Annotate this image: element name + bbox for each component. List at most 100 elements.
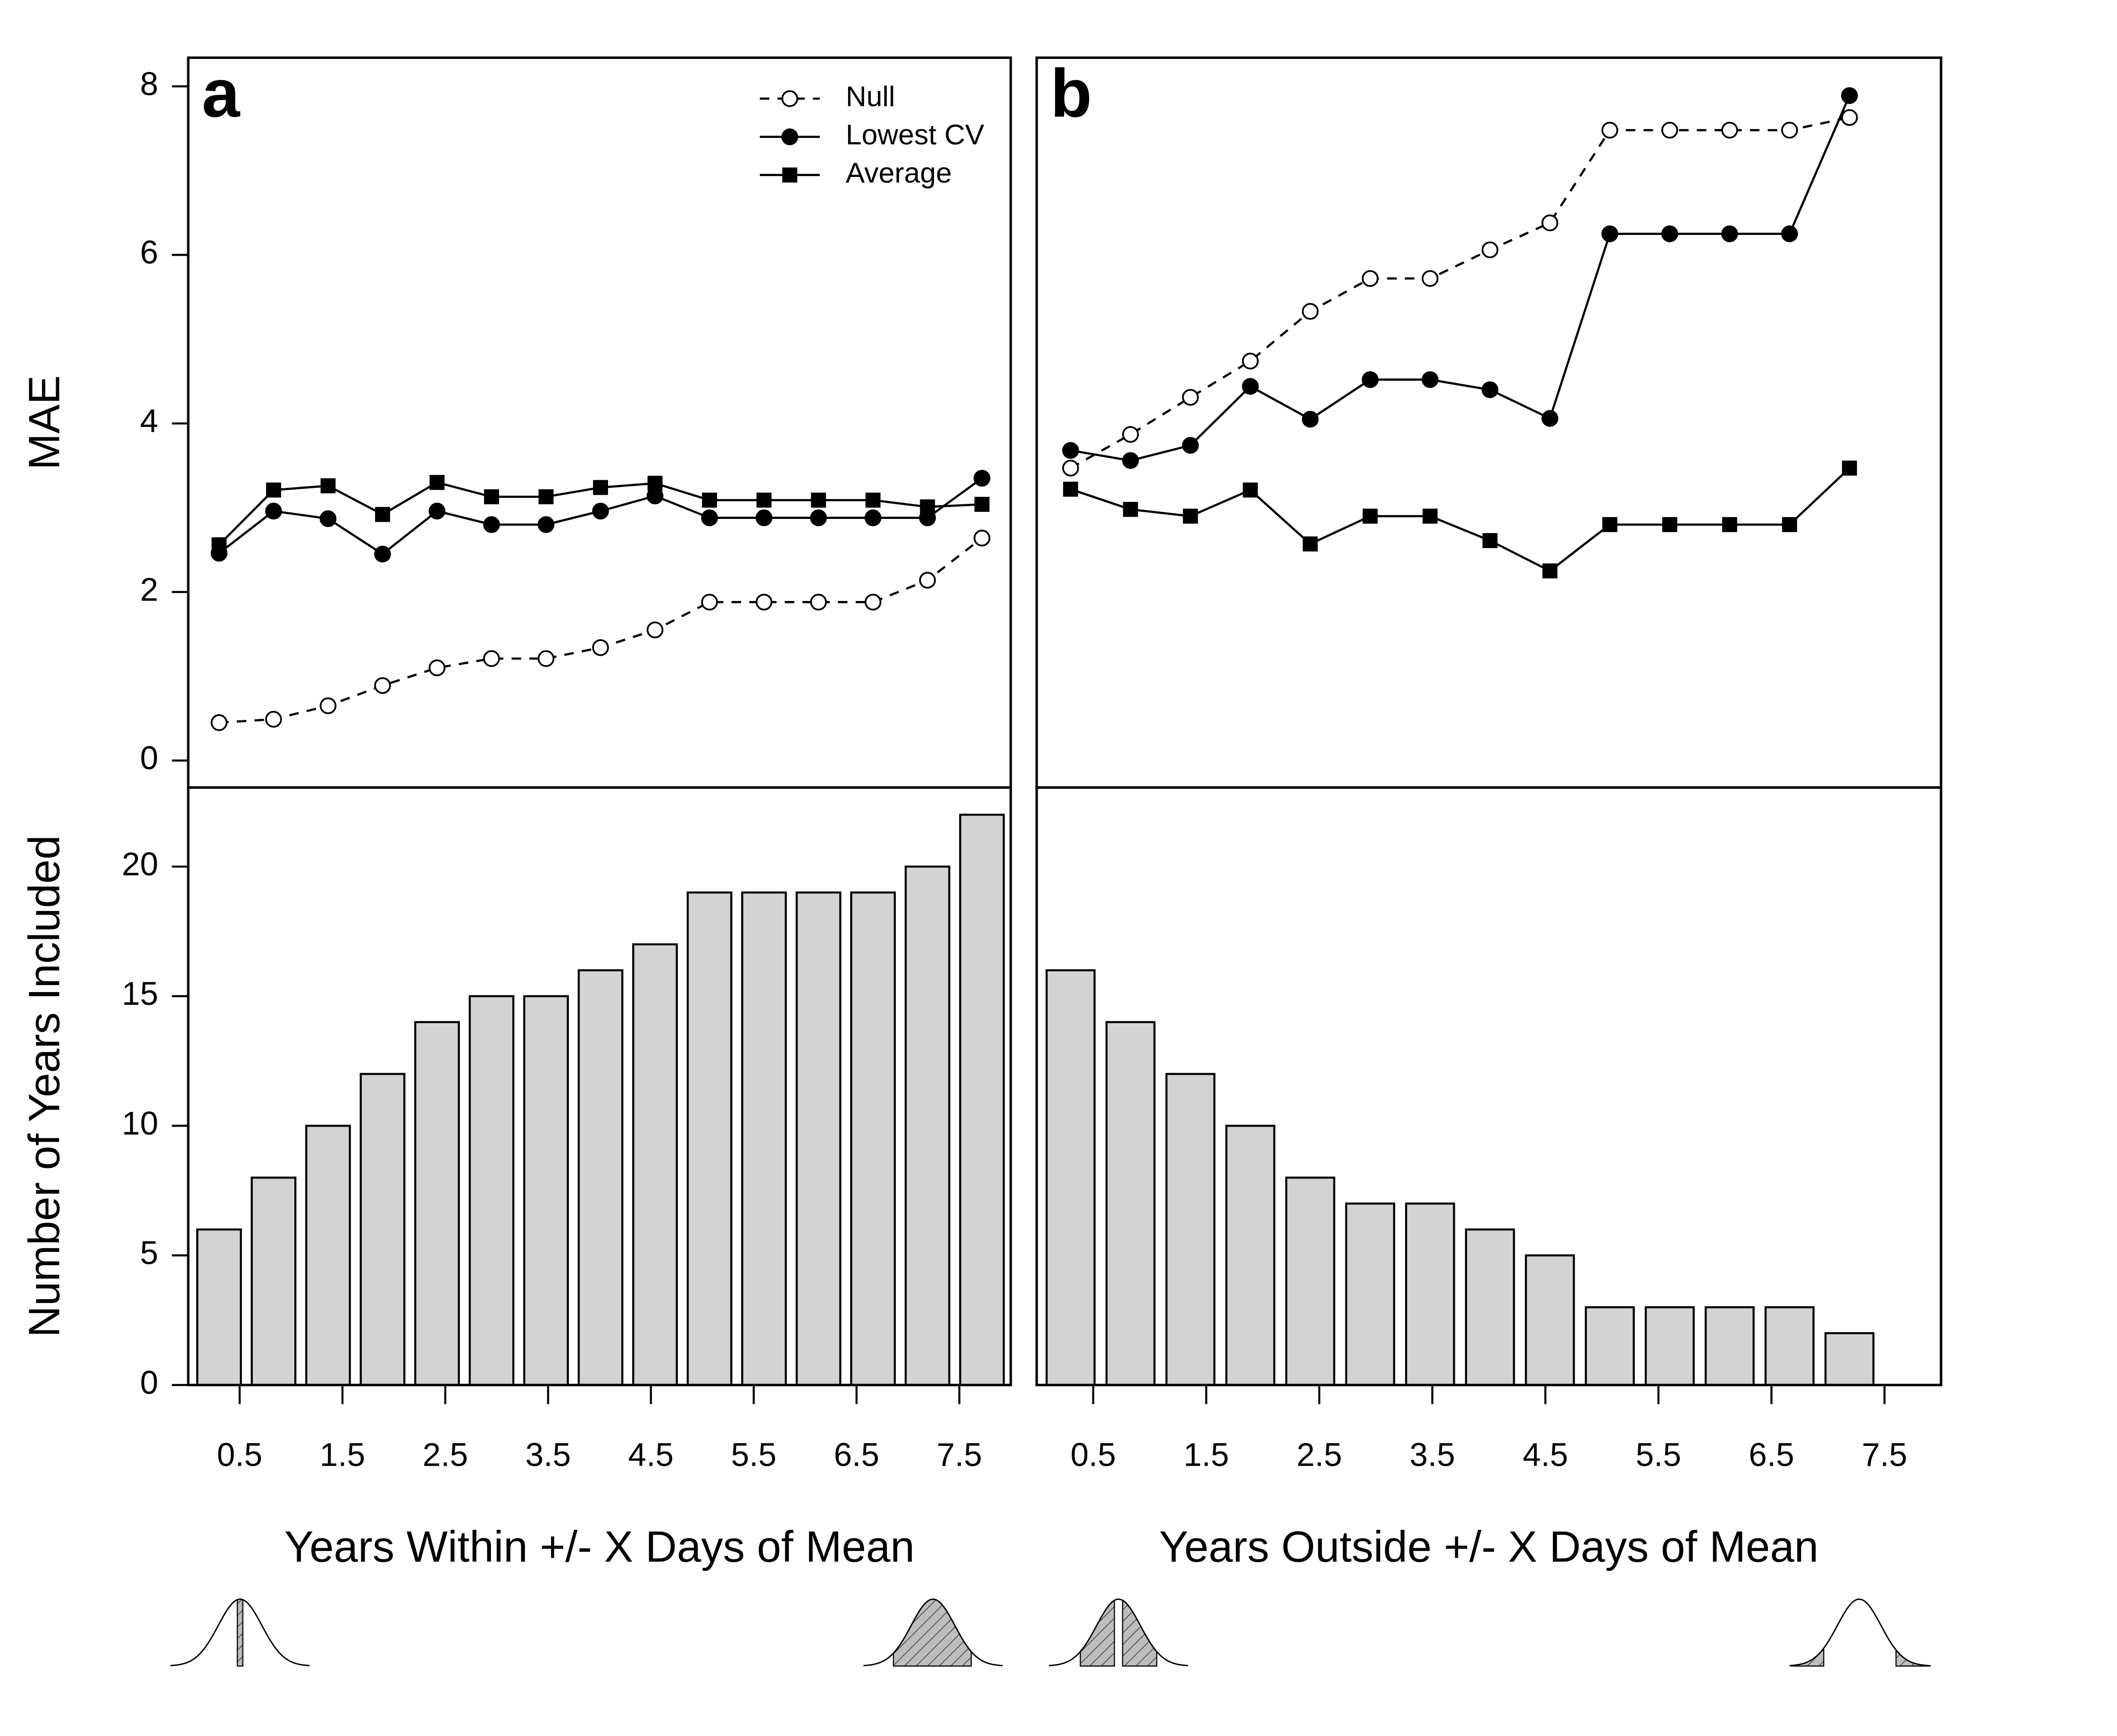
plot-frame [1035,786,1942,1386]
x-axis-title: Years Within +/- X Days of Mean [284,1522,915,1571]
bar [577,969,624,1386]
x-tick-label: 2.5 [423,1436,468,1473]
x-tick-label: 1.5 [320,1436,365,1473]
marker [374,677,391,694]
x-tick-label: 3.5 [525,1436,571,1473]
bar [414,1021,460,1386]
legend-marker [782,167,798,183]
marker [756,492,772,508]
marker [1362,509,1378,524]
marker [1661,225,1678,242]
bar [250,1177,297,1386]
marker [211,537,227,552]
x-tick-label: 6.5 [834,1436,879,1473]
marker [1602,517,1617,532]
marker [1721,122,1738,139]
marker [702,492,717,508]
legend-marker [781,90,799,107]
distribution-curve [1049,1598,1188,1667]
marker [1422,509,1438,524]
marker [1841,109,1858,126]
marker [647,476,663,491]
marker [266,482,281,498]
bar [523,995,569,1386]
marker [537,650,555,667]
marker [210,714,228,731]
marker [537,516,555,533]
marker [973,469,991,487]
x-tick-label: 4.5 [628,1436,674,1473]
marker [1301,303,1319,320]
y-tick-label: 6 [140,234,158,271]
y-axis-title: MAE [20,376,69,470]
x-tick-label: 7.5 [1862,1436,1907,1473]
bar [741,891,787,1386]
y-tick-label: 15 [122,975,158,1012]
legend-label: Null [846,80,895,112]
marker [319,510,337,527]
marker [701,509,718,526]
series-line [1070,116,1850,469]
x-tick-label: 1.5 [1184,1436,1229,1473]
marker [265,710,282,728]
marker [1122,452,1139,469]
marker [864,593,882,611]
marker [1541,214,1559,232]
bar [1105,1021,1156,1386]
marker [319,697,337,714]
y-tick-label: 10 [122,1105,158,1142]
bar [1764,1306,1815,1386]
marker [1361,270,1379,287]
x-tick-label: 6.5 [1749,1436,1794,1473]
y-tick-label: 0 [140,1364,158,1401]
y-tick-label: 20 [122,845,158,882]
marker [864,509,882,526]
marker [1662,517,1677,532]
bar [1285,1177,1335,1386]
marker [1661,122,1678,139]
y-tick-label: 2 [140,571,158,608]
marker [1481,241,1499,259]
bar [1225,1125,1275,1386]
marker [1601,225,1618,242]
marker [1541,410,1559,427]
marker [865,492,881,508]
marker [428,659,446,676]
hatched-area [237,1598,243,1667]
marker [919,572,936,589]
y-tick-label: 8 [140,65,158,102]
legend-label: Average [846,157,952,189]
marker [592,502,609,520]
marker [593,480,608,495]
series-line [1070,95,1850,462]
y-tick-label: 4 [140,402,158,439]
marker [1062,442,1079,459]
marker [1842,460,1857,476]
y-tick-label: 0 [140,740,158,776]
marker [1063,482,1078,497]
bar [1345,1202,1395,1386]
x-tick-label: 0.5 [1070,1436,1116,1473]
marker [1301,410,1319,428]
marker [973,529,991,547]
marker [428,502,446,520]
marker [483,516,500,533]
marker [810,509,827,526]
marker [920,499,935,515]
marker [1841,87,1858,104]
bar [1704,1306,1755,1386]
bar [850,891,896,1386]
bar [795,891,842,1386]
series-line [1070,467,1850,572]
legend-marker [781,128,799,145]
marker [1781,225,1798,242]
marker [1361,371,1379,388]
bar [1525,1254,1575,1386]
x-tick-label: 2.5 [1297,1436,1342,1473]
y-axis-title: Number of Years Included [20,835,69,1337]
marker [1302,536,1318,551]
marker [811,492,826,508]
bar [1824,1332,1875,1386]
